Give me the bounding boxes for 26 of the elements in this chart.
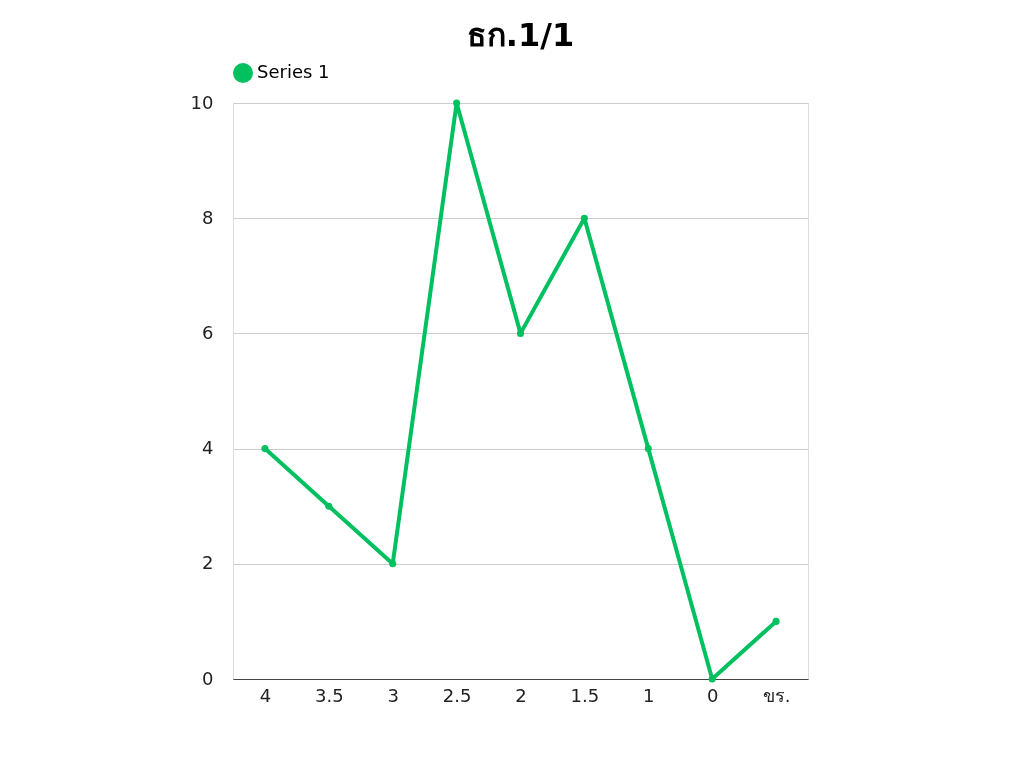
x-tick-label: 3 — [387, 684, 399, 706]
x-tick-label: 1 — [643, 684, 655, 706]
point — [580, 214, 588, 222]
x-tick-label: 1.5 — [570, 684, 600, 706]
point — [516, 329, 525, 337]
x-tick-label: 2.5 — [442, 684, 472, 706]
y-tick-label: 4 — [202, 437, 214, 459]
point — [644, 445, 652, 453]
legend-label: Series 1 — [257, 61, 330, 82]
point — [772, 617, 780, 625]
y-tick-label: 6 — [202, 321, 214, 343]
y-tick-label: 0 — [202, 667, 214, 689]
chart-title: ธก.1/1 — [466, 16, 575, 54]
point — [325, 502, 333, 510]
y-tick-label: 2 — [202, 552, 214, 574]
y-tick-label: 8 — [202, 206, 214, 228]
x-tick-label: 0 — [706, 684, 719, 706]
point — [708, 675, 716, 683]
point — [261, 445, 269, 453]
y-tick-label: 10 — [190, 91, 214, 113]
point — [389, 560, 397, 568]
x-tick-label: 2 — [515, 684, 527, 706]
x-tick-label: 3.5 — [315, 684, 344, 706]
point — [453, 99, 461, 107]
x-tick-label: 4 — [259, 684, 272, 706]
x-tick-label: ขร. — [762, 684, 791, 706]
